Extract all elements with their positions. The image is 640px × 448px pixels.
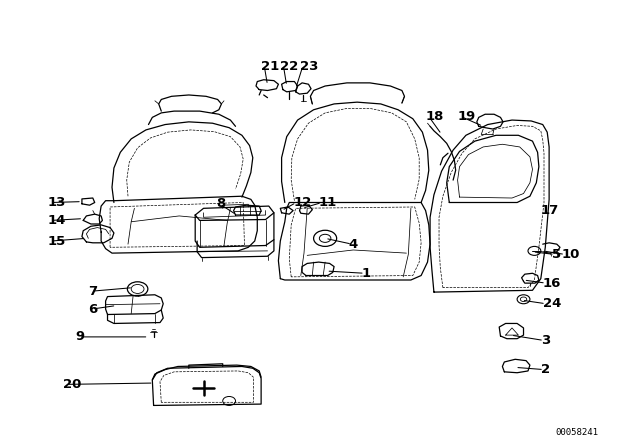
- Text: 15: 15: [48, 234, 67, 248]
- Text: 24: 24: [543, 297, 561, 310]
- Text: 8: 8: [216, 197, 225, 211]
- Text: 7: 7: [88, 284, 97, 298]
- Text: 13: 13: [48, 196, 67, 209]
- Text: 6: 6: [88, 302, 97, 316]
- Text: 18: 18: [426, 110, 444, 123]
- Text: 20: 20: [63, 378, 81, 391]
- Text: 19: 19: [458, 110, 476, 123]
- Text: 00058241: 00058241: [556, 428, 598, 437]
- Text: 17: 17: [541, 204, 559, 217]
- Text: 16: 16: [543, 276, 561, 290]
- Text: 1: 1: [362, 267, 371, 280]
- Text: 2: 2: [541, 363, 550, 376]
- Text: 4: 4: [349, 237, 358, 251]
- Text: 12: 12: [293, 196, 312, 209]
- Text: 10: 10: [562, 248, 580, 261]
- Text: 5: 5: [552, 248, 561, 261]
- Text: 11: 11: [319, 196, 337, 209]
- Text: 23: 23: [300, 60, 318, 73]
- Text: 21: 21: [261, 60, 280, 73]
- Text: 3: 3: [541, 334, 550, 347]
- Text: 9: 9: [76, 330, 84, 344]
- Text: 22: 22: [280, 60, 299, 73]
- Text: 14: 14: [48, 214, 67, 227]
